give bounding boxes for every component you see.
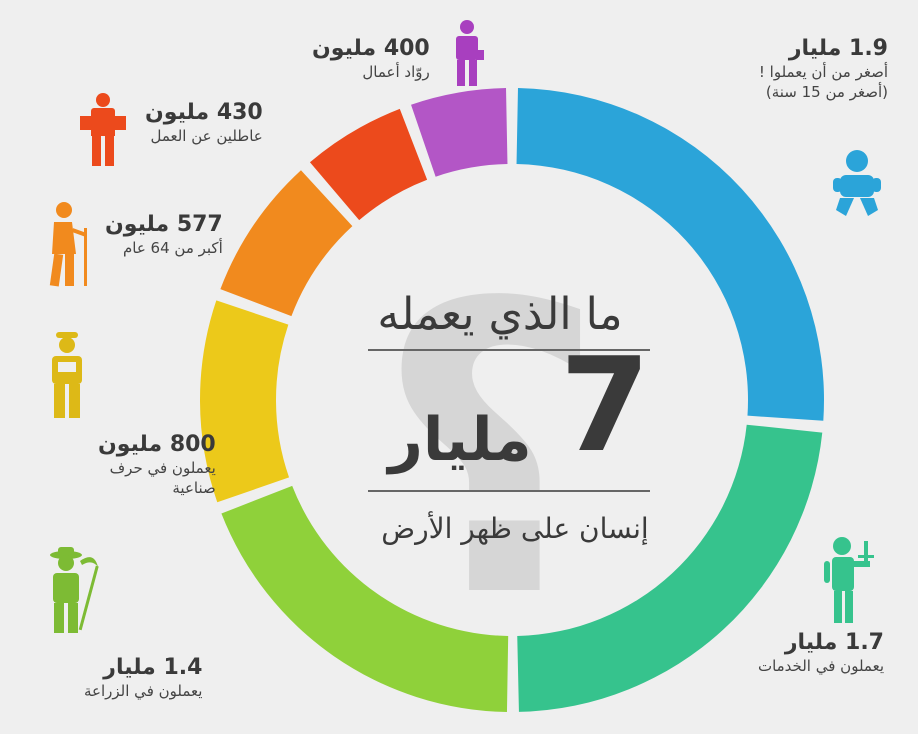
elderly-icon	[49, 202, 87, 287]
slice-agriculture	[221, 485, 509, 712]
slice-value-label: 400 مليون	[312, 36, 430, 61]
chart-title-line-1: ما الذي يعمله	[377, 289, 623, 340]
slice-description: يعملون في حرف	[109, 459, 216, 477]
label-crafts: 800 مليون يعملون في حرف صناعية	[98, 432, 216, 498]
question-mark-icon: ؟	[374, 220, 606, 685]
slice-value-label: 1.7 مليار	[784, 630, 884, 655]
worker-icon	[52, 332, 82, 418]
slice-elderly	[220, 170, 353, 317]
label-entrepreneurs: 400 مليون روّاد أعمال	[312, 36, 430, 82]
label-unemployed: 430 مليون عاطلين عن العمل	[145, 100, 263, 146]
slice-description: (أصغر من 15 سنة)	[765, 83, 888, 101]
total-unit: مليار	[388, 405, 532, 475]
slice-entrepreneurs	[411, 88, 508, 177]
farmer-icon	[50, 547, 99, 633]
slice-value-label: 430 مليون	[145, 100, 263, 125]
slice-description: صناعية	[172, 479, 216, 497]
slice-description: أصغر من أن يعملوا !	[758, 63, 888, 81]
slice-children	[516, 88, 824, 421]
slice-description: روّاد أعمال	[362, 63, 430, 81]
label-children: 1.9 مليار أصغر من أن يعملوا ! (أصغر من 1…	[759, 36, 888, 102]
chart-subtitle: إنسان على ظهر الأرض	[381, 512, 649, 545]
label-services: 1.7 مليار يعملون في الخدمات	[758, 630, 884, 676]
slice-description: أكبر من 64 عام	[122, 239, 223, 257]
title-divider-bottom	[368, 490, 650, 492]
slice-description: يعملون في الزراعة	[84, 682, 203, 700]
slice-description: عاطلين عن العمل	[150, 127, 263, 145]
slice-services	[517, 424, 823, 712]
slice-value-label: 1.9 مليار	[788, 36, 888, 61]
title-divider-top	[368, 349, 650, 351]
label-elderly: 577 مليون أكبر من 64 عام	[105, 212, 223, 258]
slice-value-label: 800 مليون	[98, 432, 216, 457]
slice-value-label: 1.4 مليار	[103, 655, 203, 680]
waiter-icon	[824, 537, 874, 623]
slice-value-label: 577 مليون	[105, 212, 223, 237]
label-agriculture: 1.4 مليار يعملون في الزراعة	[84, 655, 202, 701]
total-number: 7	[559, 329, 651, 481]
slice-description: يعملون في الخدمات	[757, 657, 884, 675]
businessman-icon	[456, 20, 484, 86]
unemployed-icon	[80, 93, 126, 166]
slice-crafts	[200, 300, 290, 503]
slice-unemployed	[309, 108, 428, 221]
baby-icon	[833, 150, 881, 216]
